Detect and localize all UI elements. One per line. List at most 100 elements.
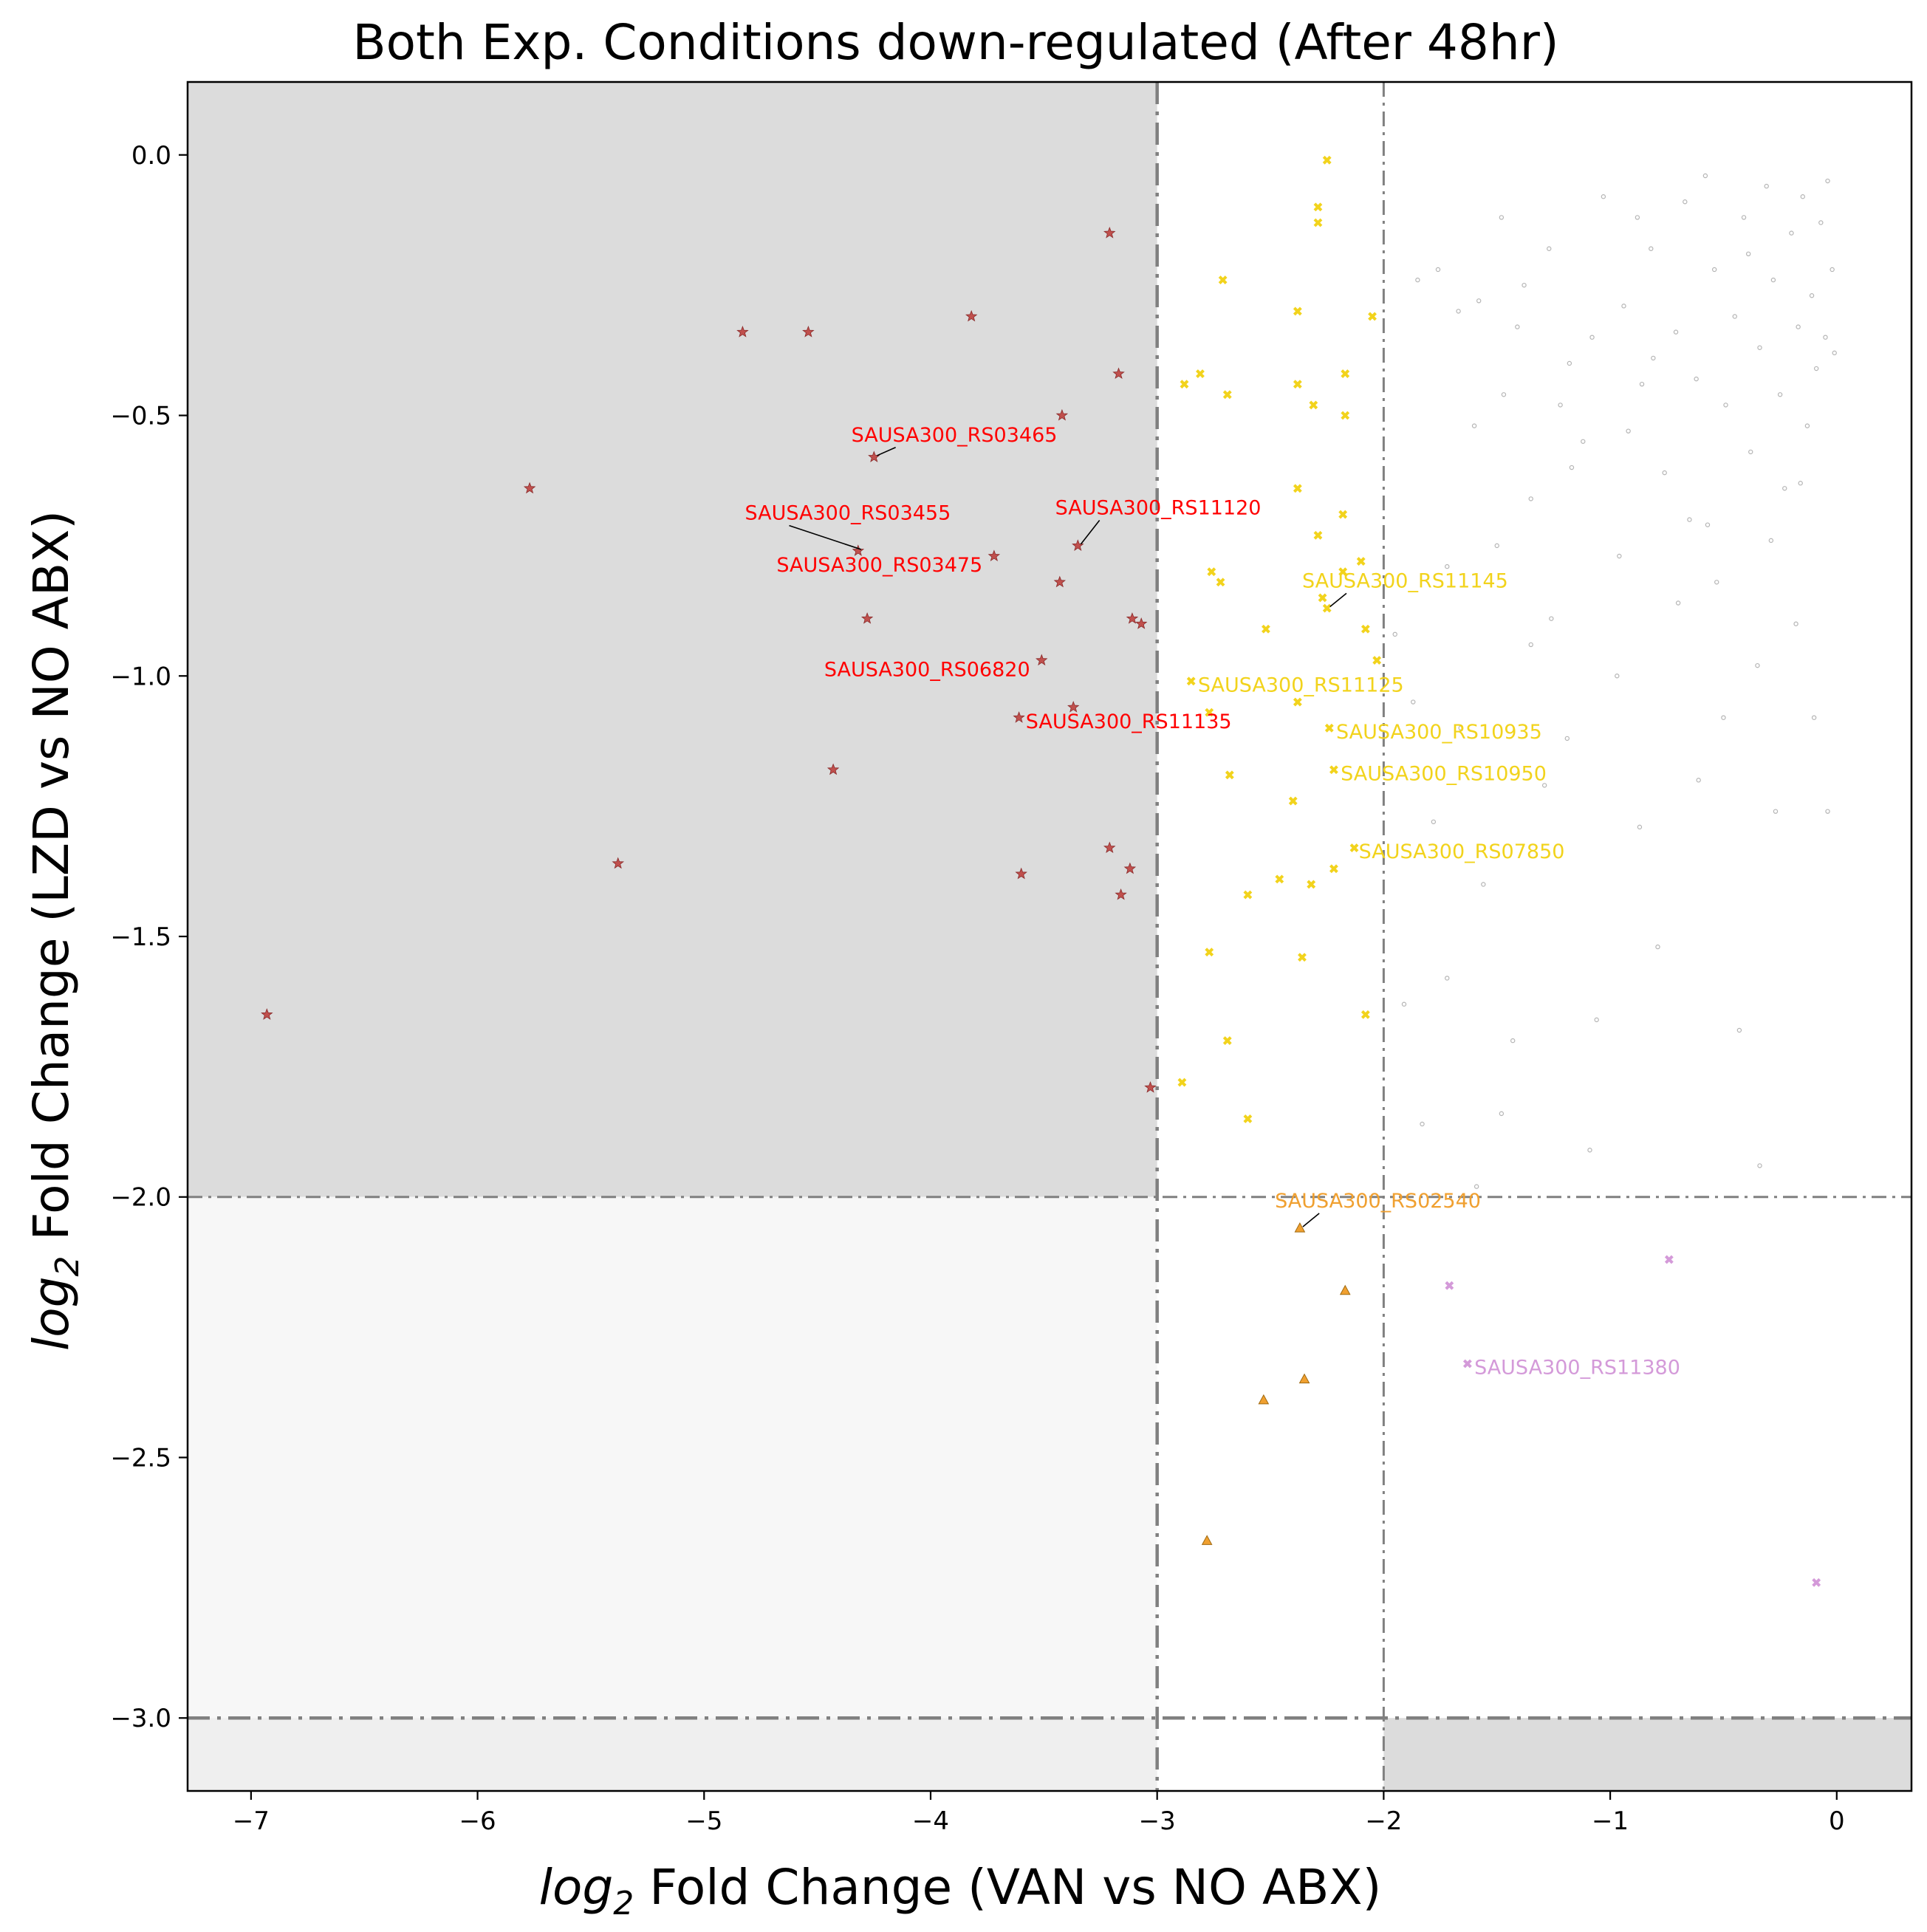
point-s4-2 [1456, 309, 1461, 314]
point-s4-6 [1522, 282, 1527, 288]
point-s1-17-b [1216, 578, 1225, 587]
x-axis-label-subscript: 2 [613, 1885, 634, 1922]
point-s1-2-b [1313, 218, 1323, 227]
point-s4-41 [1832, 350, 1837, 356]
annotation-leader-6 [1329, 592, 1347, 608]
point-s1-40-b [1222, 1036, 1232, 1046]
point-s2-0 [1294, 1222, 1306, 1233]
point-s4-42 [1392, 631, 1397, 637]
x-tick-label-3: −4 [912, 1806, 949, 1836]
point-s4-60 [1736, 1027, 1742, 1033]
point-s1-26 [1205, 708, 1214, 717]
point-s1-29 [1329, 765, 1338, 775]
point-s1-23-b [1360, 624, 1370, 634]
point-s1-0-b [1322, 155, 1332, 165]
point-s4-21 [1711, 267, 1717, 273]
point-s1-41 [1177, 1078, 1187, 1087]
point-s0-20 [1112, 367, 1125, 380]
point-s1-28 [1324, 723, 1334, 733]
point-s0-11 [1013, 711, 1025, 723]
point-s4-25 [1748, 449, 1753, 455]
point-s1-15 [1313, 530, 1323, 540]
point-s1-17 [1216, 578, 1225, 587]
point-s4-35 [1809, 293, 1815, 298]
annotation-label-2: SAUSA300_RS11120 [1055, 497, 1262, 520]
annotation-label-5: SAUSA300_RS11135 [1026, 710, 1232, 733]
point-s1-4 [1293, 306, 1302, 316]
point-s1-10-b [1309, 400, 1318, 410]
point-s4-4 [1499, 215, 1505, 220]
point-s1-31 [1288, 796, 1298, 806]
point-s1-37 [1205, 948, 1214, 957]
point-s1-29-b [1329, 765, 1338, 775]
point-s4-79 [1768, 538, 1774, 544]
point-s4-46 [1458, 725, 1463, 731]
point-s1-38-b [1298, 953, 1307, 962]
point-s0-15 [1055, 408, 1069, 421]
point-s0-12 [1015, 867, 1027, 880]
point-s1-33-b [1329, 864, 1338, 874]
point-s4-17 [1673, 329, 1679, 335]
point-s4-65 [1825, 809, 1830, 814]
point-s4-31 [1789, 230, 1794, 236]
point-s4-37 [1818, 220, 1824, 225]
shaded-region-3 [1383, 1718, 1911, 1791]
gene-annotations: SAUSA300_RS03465 SAUSA300_RS03455 SAUSA300… [745, 424, 1680, 1380]
point-s4-55 [1637, 824, 1643, 830]
point-s4-7 [1547, 246, 1552, 251]
point-s1-11 [1341, 369, 1350, 378]
point-s4-19 [1694, 376, 1699, 382]
point-s4-24 [1741, 215, 1747, 220]
annotation-label-10: SAUSA300_RS07850 [1359, 840, 1565, 863]
point-s4-33 [1800, 194, 1805, 199]
point-s1-5 [1368, 312, 1377, 321]
point-s1-34-b [1275, 874, 1284, 884]
x-axis-label-log: log [539, 1859, 614, 1916]
point-s0-5 [826, 763, 840, 775]
annotation-label-7: SAUSA300_RS11125 [1198, 674, 1404, 696]
point-s0-14 [1053, 575, 1066, 588]
point-s0-3 [736, 325, 749, 338]
point-s4-34 [1804, 423, 1810, 428]
point-s1-6 [1180, 380, 1189, 389]
y-axis-label-text: Fold Change (LZD vs NO ABX) [23, 510, 80, 1256]
point-s3-1-b [1664, 1255, 1674, 1264]
point-s0-16 [1067, 700, 1080, 713]
point-s1-24 [1372, 656, 1382, 665]
point-s3-2 [1462, 1359, 1472, 1368]
point-s0-25 [1144, 1080, 1157, 1093]
y-tick-label-3: −1.5 [110, 922, 171, 952]
point-s0-18 [1103, 226, 1116, 239]
point-s0-1 [523, 482, 536, 494]
shaded-region-0 [188, 82, 1157, 1197]
point-s1-0 [1322, 155, 1332, 165]
point-s1-38 [1298, 953, 1307, 962]
point-s4-40 [1830, 267, 1835, 273]
point-s1-16 [1207, 567, 1216, 577]
point-s4-87 [1558, 402, 1563, 408]
point-s1-30-b [1225, 770, 1234, 780]
point-s4-52 [1564, 736, 1570, 741]
point-s4-71 [1587, 1148, 1592, 1153]
point-s3-3 [1812, 1578, 1821, 1587]
point-s1-42-b [1243, 1114, 1253, 1123]
point-s4-36 [1813, 366, 1819, 371]
point-s4-18 [1683, 199, 1688, 205]
point-s4-64 [1811, 715, 1817, 720]
point-s2-4 [1201, 1535, 1213, 1545]
point-s1-27 [1293, 697, 1302, 707]
point-s1-33 [1329, 864, 1338, 874]
point-s1-32 [1349, 843, 1359, 852]
point-s4-49 [1510, 1038, 1516, 1044]
point-s2-2 [1298, 1373, 1310, 1384]
horizontal-threshold-lines [188, 1196, 1911, 1720]
point-s4-75 [1581, 439, 1586, 444]
point-s3-0 [1445, 1281, 1454, 1290]
shaded-region-2 [188, 1718, 1157, 1791]
point-s4-67 [1420, 1121, 1425, 1127]
annotation-label-12: SAUSA300_RS11380 [1474, 1357, 1680, 1380]
point-s0-10 [988, 549, 1001, 562]
point-s1-8-b [1222, 390, 1232, 400]
point-s1-32-b [1349, 843, 1359, 852]
